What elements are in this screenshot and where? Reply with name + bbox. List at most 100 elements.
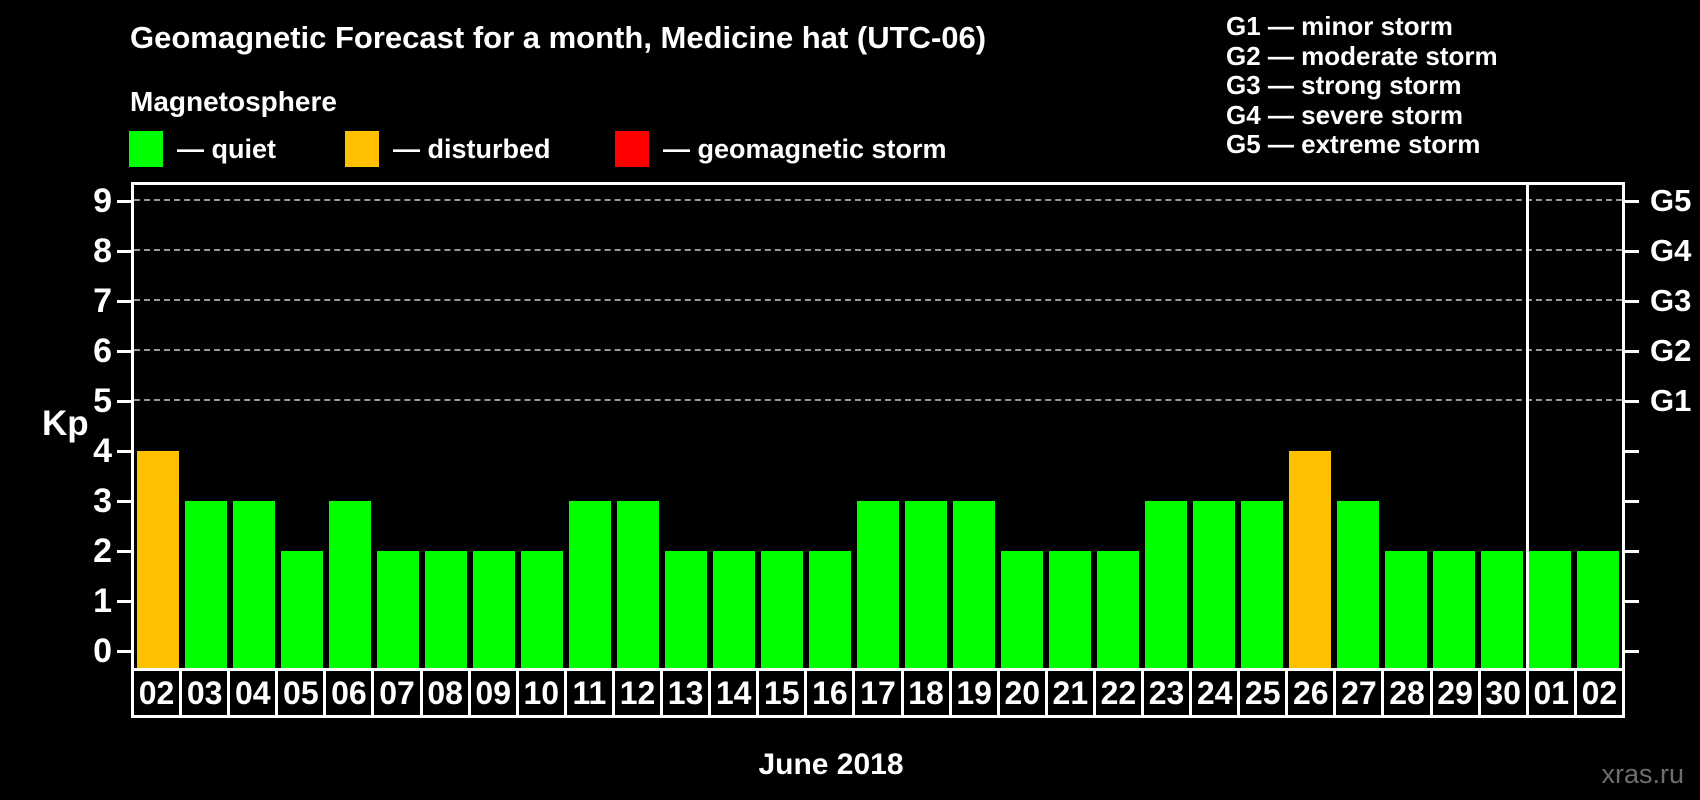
y-axis-tick-label: 1 — [93, 582, 112, 620]
g-legend-item: G1 — minor storm — [1226, 11, 1453, 41]
y-axis-tick — [117, 349, 131, 353]
day-label-cell: 14 — [711, 671, 760, 715]
g-level-label: G2 — [1650, 333, 1692, 368]
kp-bar-day-28 — [1385, 551, 1427, 668]
y-axis-tick — [117, 649, 131, 653]
kp-bar-day-23 — [1145, 501, 1187, 668]
y-axis-tick-label: 5 — [93, 382, 112, 420]
g-legend-item: G4 — severe storm — [1226, 99, 1464, 130]
magnetosphere-label: Magnetosphere — [130, 86, 337, 117]
month-separator-line — [1526, 185, 1529, 668]
day-label-cell: 24 — [1192, 671, 1241, 715]
kp-bar-day-25 — [1241, 501, 1283, 668]
y-axis-tick-label: 9 — [93, 182, 112, 220]
legend-item-label: — disturbed — [393, 133, 551, 164]
right-axis-tick — [1625, 599, 1639, 603]
g-legend-item: G3 — strong storm — [1226, 70, 1462, 100]
storm-color-swatch-icon — [615, 131, 649, 167]
kp-bar-day-16 — [809, 551, 851, 668]
legend-item-quiet: — quiet — [129, 131, 276, 167]
kp-bar-day-05 — [281, 551, 323, 668]
kp-bar-day-24 — [1193, 501, 1235, 668]
day-label-cell: 17 — [855, 671, 904, 715]
day-label-cell: 01 — [1529, 671, 1577, 715]
day-label-cell: 16 — [807, 671, 856, 715]
g-level-label: G1 — [1650, 383, 1692, 418]
disturbed-color-swatch-icon — [345, 131, 379, 167]
kp-bar-day-10 — [521, 551, 563, 668]
kp-bar-day-19 — [953, 501, 995, 668]
kp-bar-day-15 — [761, 551, 803, 668]
kp-bar-day-27 — [1337, 501, 1379, 668]
magnetosphere-legend: — quiet — disturbed — geomagnetic storm — [129, 131, 1029, 171]
day-label-cell: 02 — [1581, 674, 1618, 711]
day-label-cell: 26 — [1288, 671, 1337, 715]
kp-bar-day-30 — [1481, 551, 1523, 668]
kp-bar-day-18 — [905, 501, 947, 668]
day-label-cell: 07 — [374, 671, 423, 715]
day-label-row: 02 03 04 05 06 07 08 09 10 11 12 13 14 15 16 17 18 19 20 21… — [131, 668, 1625, 718]
y-axis-tick-label: 8 — [93, 232, 112, 270]
right-axis-tick — [1625, 299, 1639, 303]
y-axis-tick-label: 6 — [93, 332, 112, 370]
y-axis-tick-label: 3 — [93, 482, 112, 520]
right-axis-tick — [1625, 499, 1639, 503]
kp-bar-day-04 — [233, 501, 275, 668]
day-label-cell: 08 — [423, 671, 471, 715]
g-level-label: G5 — [1650, 183, 1692, 218]
y-axis-tick — [117, 199, 131, 203]
y-axis-tick — [117, 499, 131, 503]
kp-bar-day-11 — [569, 501, 611, 668]
day-label-cell: 12 — [615, 671, 664, 715]
gridline-kp-5 — [134, 399, 1622, 401]
day-label-cell: 27 — [1336, 671, 1385, 715]
right-axis-tick — [1625, 199, 1639, 203]
kp-bar-day-17 — [857, 501, 899, 668]
kp-bar-day-21 — [1049, 551, 1091, 668]
kp-axis-label: Kp — [42, 404, 89, 443]
kp-bar-day-02 — [137, 451, 179, 668]
day-label-cell: 29 — [1433, 671, 1481, 715]
g-legend-item: G5 — extreme storm — [1226, 129, 1481, 159]
y-axis-tick-label: 2 — [93, 532, 112, 570]
day-label-cell: 05 — [278, 671, 327, 715]
day-label-cell: 20 — [1000, 671, 1048, 715]
day-label-cell: 15 — [759, 671, 808, 715]
day-label-cell: 30 — [1481, 671, 1529, 715]
kp-bar-day-07 — [377, 551, 419, 668]
right-axis-tick — [1625, 399, 1639, 403]
day-label-cell: 03 — [182, 671, 231, 715]
page-title: Geomagnetic Forecast for a month, Medici… — [130, 20, 987, 55]
day-label-cell: 04 — [230, 671, 279, 715]
quiet-color-swatch-icon — [129, 131, 163, 167]
y-axis-tick — [117, 549, 131, 553]
day-label-cell: 11 — [567, 671, 615, 715]
day-label-cell: 21 — [1048, 671, 1096, 715]
right-axis-tick — [1625, 349, 1639, 353]
gridline-kp-8 — [134, 249, 1622, 251]
month-label: June 2018 — [758, 748, 904, 781]
gridline-kp-6 — [134, 349, 1622, 351]
right-axis-tick — [1625, 449, 1639, 453]
right-axis-tick — [1625, 649, 1639, 653]
y-axis-tick — [117, 399, 131, 403]
g-level-label: G4 — [1650, 233, 1692, 268]
day-label-cell: 13 — [663, 671, 712, 715]
y-axis-tick — [117, 449, 131, 453]
y-axis-tick — [117, 299, 131, 303]
kp-bar-day-14 — [713, 551, 755, 668]
y-axis-tick — [117, 599, 131, 603]
day-label-cell: 23 — [1144, 671, 1193, 715]
kp-bar-day-22 — [1097, 551, 1139, 668]
kp-bar-chart-plot — [131, 182, 1625, 668]
legend-item-label: — quiet — [177, 133, 276, 164]
kp-bar-day-09 — [473, 551, 515, 668]
kp-bar-day-13 — [665, 551, 707, 668]
kp-bar-day-03 — [185, 501, 227, 668]
kp-bar-day-20 — [1001, 551, 1043, 668]
y-axis-tick-label: 0 — [93, 632, 112, 670]
day-label-cell: 02 — [134, 671, 183, 715]
watermark: xras.ru — [1601, 759, 1684, 789]
gridline-kp-7 — [134, 299, 1622, 301]
